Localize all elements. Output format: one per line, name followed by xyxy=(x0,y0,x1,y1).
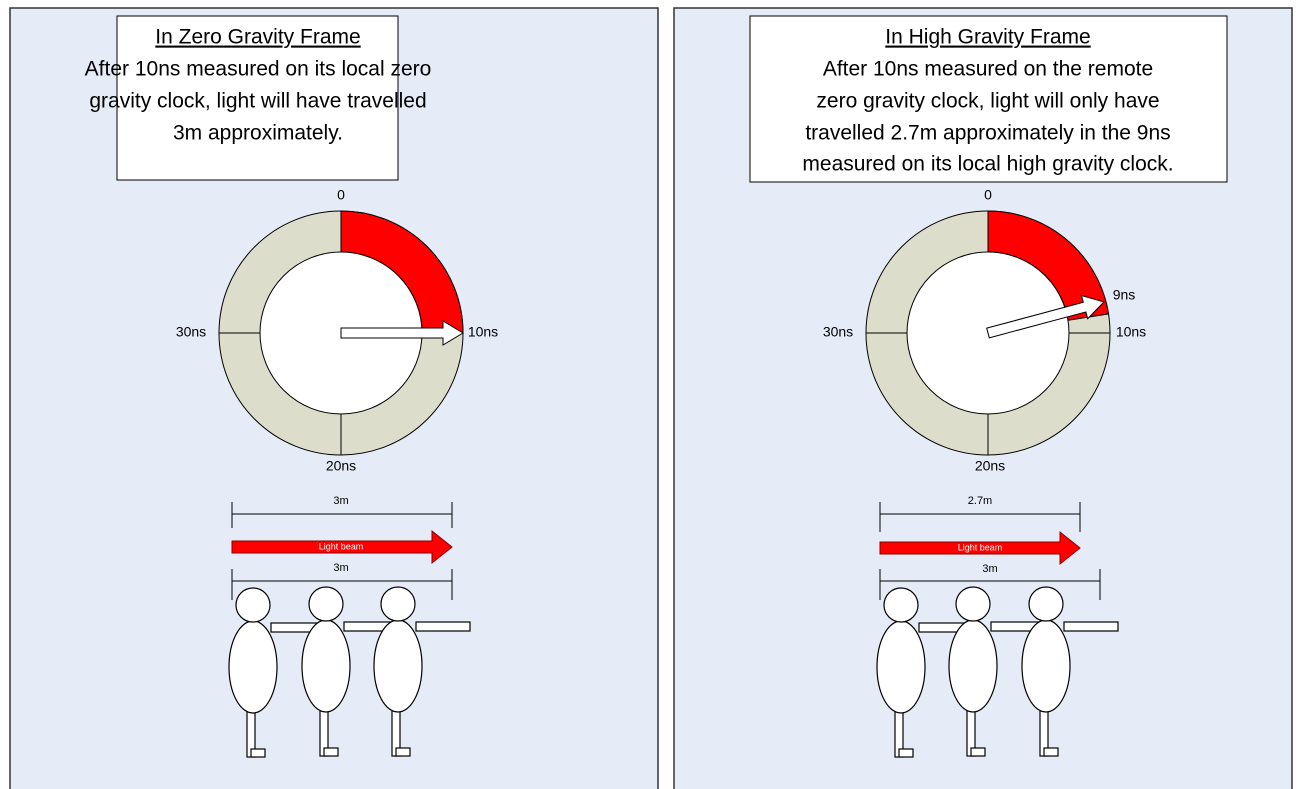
clock xyxy=(865,210,1111,456)
distance-label: 2.7m xyxy=(968,495,992,507)
description-line: zero gravity clock, light will only have xyxy=(816,90,1159,113)
beam-label: Light beam xyxy=(319,541,364,551)
dimension-line xyxy=(879,502,1101,600)
panel-title: In High Gravity Frame xyxy=(885,26,1090,49)
clock-label: 10ns xyxy=(1116,324,1146,340)
clock-label: 0 xyxy=(984,187,992,203)
description-line: After 10ns measured on the remote xyxy=(823,58,1153,81)
distance-label: 3m xyxy=(333,562,348,574)
distance-label: 3m xyxy=(333,495,348,507)
description-line: After 10ns measured on its local zero xyxy=(85,58,432,81)
clock-label: 20ns xyxy=(975,458,1005,474)
description-line: measured on its local high gravity clock… xyxy=(802,153,1173,176)
text-box xyxy=(116,15,399,181)
light-beam xyxy=(231,529,453,565)
dimension-line xyxy=(231,502,453,600)
clock-label: 9ns xyxy=(1113,287,1136,303)
text-box xyxy=(749,15,1228,183)
clock-label: 20ns xyxy=(326,458,356,474)
clock-label: 30ns xyxy=(823,324,853,340)
distance-label: 3m xyxy=(982,563,997,575)
clock xyxy=(218,210,464,456)
clock-label: 0 xyxy=(337,187,345,203)
light-beam xyxy=(879,530,1081,566)
beam-label: Light beam xyxy=(958,542,1003,552)
clock-label: 30ns xyxy=(176,324,206,340)
description-line: 3m approximately. xyxy=(173,122,343,145)
clock-label: 10ns xyxy=(468,324,498,340)
description-line: travelled 2.7m approximately in the 9ns xyxy=(805,122,1170,145)
description-line: gravity clock, light will have travelled xyxy=(89,90,426,113)
panel-title: In Zero Gravity Frame xyxy=(155,26,360,49)
